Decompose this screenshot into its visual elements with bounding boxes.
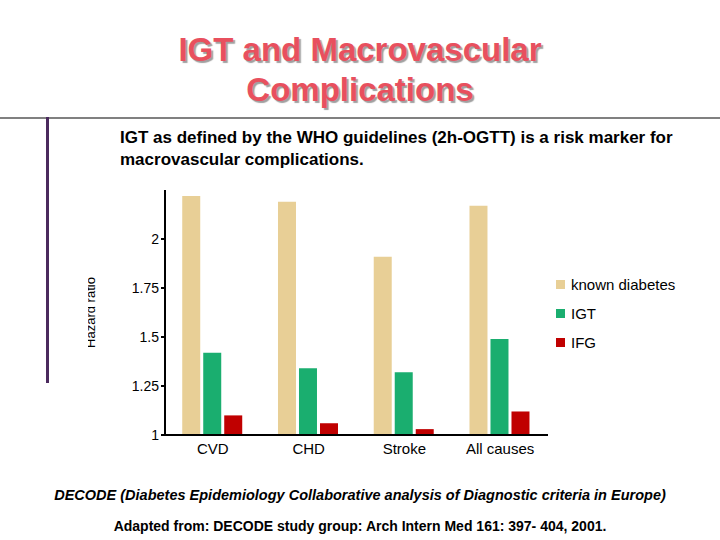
- svg-text:1.5: 1.5: [140, 329, 160, 345]
- svg-text:Hazard ratio: Hazard ratio: [88, 277, 98, 348]
- svg-text:1.25: 1.25: [132, 378, 159, 394]
- svg-text:CHD: CHD: [292, 440, 325, 457]
- html-text:IFG: IFG: [571, 334, 596, 351]
- html-text:IGT: IGT: [571, 305, 596, 322]
- html-text:Adapted from: DECODE study gro: Adapted from: DECODE study group: Arch I…: [113, 518, 607, 534]
- svg-text:1: 1: [151, 427, 159, 443]
- html-text:known diabetes: known diabetes: [571, 276, 676, 293]
- svg-text:All causes: All causes: [466, 440, 534, 457]
- html-text:IGT as defined by the WHO guid: IGT as defined by the WHO guidelines (2h…: [120, 128, 673, 169]
- svg-text:1.75: 1.75: [132, 280, 159, 296]
- html-text:DECODE (Diabetes Epidemiology: DECODE (Diabetes Epidemiology Collaborat…: [54, 487, 666, 503]
- svg-text:Stroke: Stroke: [383, 440, 426, 457]
- svg-text:2: 2: [151, 231, 159, 247]
- svg-text:CVD: CVD: [197, 440, 229, 457]
- html-text:IGT and Macrovascular Complica: IGT and Macrovascular Complications: [178, 31, 542, 108]
